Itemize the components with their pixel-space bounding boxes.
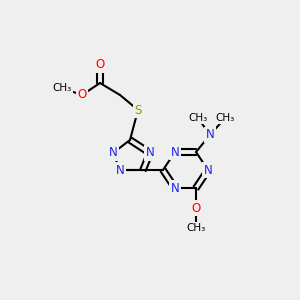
Text: N: N (171, 146, 179, 158)
Text: CH₃: CH₃ (52, 83, 72, 93)
Text: CH₃: CH₃ (215, 113, 235, 123)
Text: CH₃: CH₃ (188, 113, 208, 123)
Text: N: N (206, 128, 214, 142)
Text: S: S (134, 103, 142, 116)
Text: N: N (116, 164, 124, 176)
Text: N: N (146, 146, 154, 160)
Text: O: O (77, 88, 87, 101)
Text: N: N (171, 182, 179, 194)
Text: CH₃: CH₃ (186, 223, 206, 233)
Text: O: O (95, 58, 105, 71)
Text: N: N (204, 164, 212, 176)
Text: N: N (109, 146, 117, 160)
Text: O: O (191, 202, 201, 214)
